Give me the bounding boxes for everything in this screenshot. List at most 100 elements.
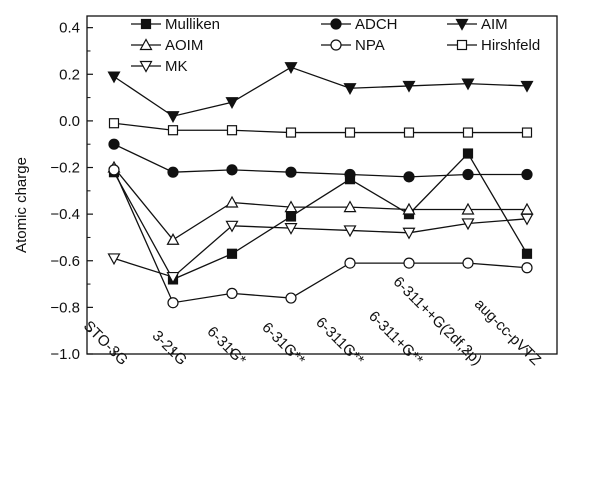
- y-tick-label: −0.2: [50, 160, 80, 177]
- point-hirshfeld-6-31g: [285, 127, 297, 138]
- point-adch-6-31g: [226, 164, 238, 176]
- point-aoim-6-31g: [225, 195, 239, 208]
- point-mk-6-311-g-2df-2p: [461, 218, 475, 231]
- point-adch-6-311-g-2df-2p: [462, 168, 474, 181]
- point-adch-6-311-g: [403, 171, 415, 183]
- legend-label-aoim: AOIM: [165, 37, 203, 54]
- legend-item-aoim: AOIM: [131, 37, 203, 54]
- legend-item-hirshfeld: Hirshfeld: [447, 37, 540, 54]
- point-aim-6-31g: [225, 97, 239, 109]
- series-aim: [107, 62, 534, 123]
- legend-marker-aoim: [139, 38, 153, 51]
- y-tick-label: −0.8: [50, 299, 80, 316]
- point-adch-aug-cc-pvtz: [521, 168, 533, 181]
- point-aim-6-31g: [284, 62, 298, 75]
- series-line-mk: [113, 218, 528, 278]
- legend-item-mk: MK: [131, 58, 188, 75]
- plot-frame: [86, 15, 558, 355]
- point-hirshfeld-6-31g: [226, 125, 238, 136]
- legend-label-adch: ADCH: [355, 16, 398, 33]
- legend-item-npa: NPA: [321, 37, 385, 54]
- point-mulliken-6-31g: [226, 248, 238, 259]
- y-axis-title: Atomic charge: [13, 157, 30, 253]
- x-tick-label-3-21g: 3-21G: [149, 327, 191, 369]
- x-tick-label-6-31g: 6-31G*: [204, 323, 250, 369]
- point-npa-6-311-g-2df-2p: [462, 257, 474, 269]
- series-line-adch: [113, 143, 527, 178]
- point-aim-6-311-g: [402, 80, 416, 93]
- point-npa-aug-cc-pvtz: [521, 262, 533, 274]
- y-tick-label: −1.0: [50, 346, 80, 363]
- series-line-aim: [113, 66, 528, 117]
- x-tick-label-6-311g: 6-311G**: [312, 314, 367, 369]
- point-hirshfeld-6-311-g: [403, 127, 415, 138]
- legend-label-mulliken: Mulliken: [165, 16, 220, 33]
- point-hirshfeld-aug-cc-pvtz: [521, 127, 533, 138]
- point-npa-6-31g: [226, 287, 238, 299]
- y-tick-label: −0.4: [50, 206, 80, 223]
- y-tick-label: −0.6: [50, 253, 80, 270]
- point-aim-3-21g: [166, 111, 180, 123]
- point-mk-6-31g: [284, 223, 298, 235]
- point-adch-3-21g: [167, 166, 179, 178]
- point-aim-sto-3g: [107, 71, 121, 84]
- series-mk: [107, 213, 534, 284]
- legend-label-npa: NPA: [355, 37, 385, 54]
- series-line-aoim: [113, 167, 527, 241]
- legend-label-aim: AIM: [481, 16, 508, 33]
- y-tick-label: 0.2: [59, 66, 80, 83]
- y-tick-label: 0.0: [59, 113, 80, 130]
- series-hirshfeld: [108, 118, 533, 138]
- legend: Mulliken ADCH AIM AOIM NPA Hirshfeld MK: [131, 16, 540, 75]
- point-mk-6-311-g: [402, 227, 416, 240]
- point-aoim-3-21g: [166, 233, 180, 245]
- point-npa-3-21g: [167, 297, 179, 309]
- point-npa-6-311-g: [403, 257, 415, 269]
- legend-label-mk: MK: [165, 58, 188, 75]
- point-aim-6-311g: [343, 83, 357, 96]
- point-adch-6-311g: [344, 168, 356, 181]
- point-hirshfeld-sto-3g: [108, 118, 120, 129]
- point-aim-6-311-g-2df-2p: [461, 78, 475, 91]
- legend-marker-mk: [139, 60, 153, 73]
- point-aim-aug-cc-pvtz: [520, 80, 534, 93]
- legend-label-hirshfeld: Hirshfeld: [481, 37, 540, 54]
- point-aoim-6-311-g-2df-2p: [461, 202, 475, 215]
- point-hirshfeld-6-311g: [344, 127, 356, 138]
- series-npa: [108, 164, 533, 309]
- point-mk-6-311g: [343, 225, 357, 238]
- point-adch-sto-3g: [108, 138, 120, 150]
- series-layer: [107, 62, 534, 309]
- point-hirshfeld-3-21g: [167, 125, 179, 136]
- point-hirshfeld-6-311-g-2df-2p: [462, 127, 474, 138]
- series-line-npa: [113, 169, 528, 304]
- legend-marker-aim: [455, 18, 469, 31]
- point-mk-6-31g: [225, 220, 239, 233]
- point-aoim-6-31g: [284, 200, 298, 213]
- point-adch-6-31g: [285, 166, 297, 178]
- point-aoim-6-311g: [343, 200, 357, 213]
- point-npa-6-311g: [344, 257, 356, 269]
- series-adch: [108, 138, 533, 183]
- legend-item-aim: AIM: [447, 16, 508, 33]
- point-mulliken-6-31g: [285, 211, 297, 222]
- legend-marker-adch: [330, 18, 342, 30]
- point-mk-3-21g: [166, 271, 180, 284]
- point-mk-sto-3g: [107, 253, 121, 266]
- legend-marker-hirshfeld: [456, 39, 468, 51]
- series-line-hirshfeld: [113, 122, 527, 134]
- point-aoim-6-311-g: [402, 202, 416, 215]
- legend-marker-npa: [330, 39, 342, 51]
- legend-marker-mulliken: [140, 18, 152, 30]
- point-npa-6-31g: [285, 292, 297, 304]
- series-line-mulliken: [113, 152, 528, 281]
- point-mk-aug-cc-pvtz: [520, 213, 534, 226]
- x-tick-label-6-311-g: 6-311+G**: [365, 308, 426, 369]
- legend-item-adch: ADCH: [321, 16, 398, 33]
- x-tick-label-6-31g: 6-31G**: [258, 319, 308, 369]
- legend-item-mulliken: Mulliken: [131, 16, 220, 33]
- point-mulliken-6-311-g-2df-2p: [462, 148, 474, 159]
- y-tick-label: 0.4: [59, 20, 80, 37]
